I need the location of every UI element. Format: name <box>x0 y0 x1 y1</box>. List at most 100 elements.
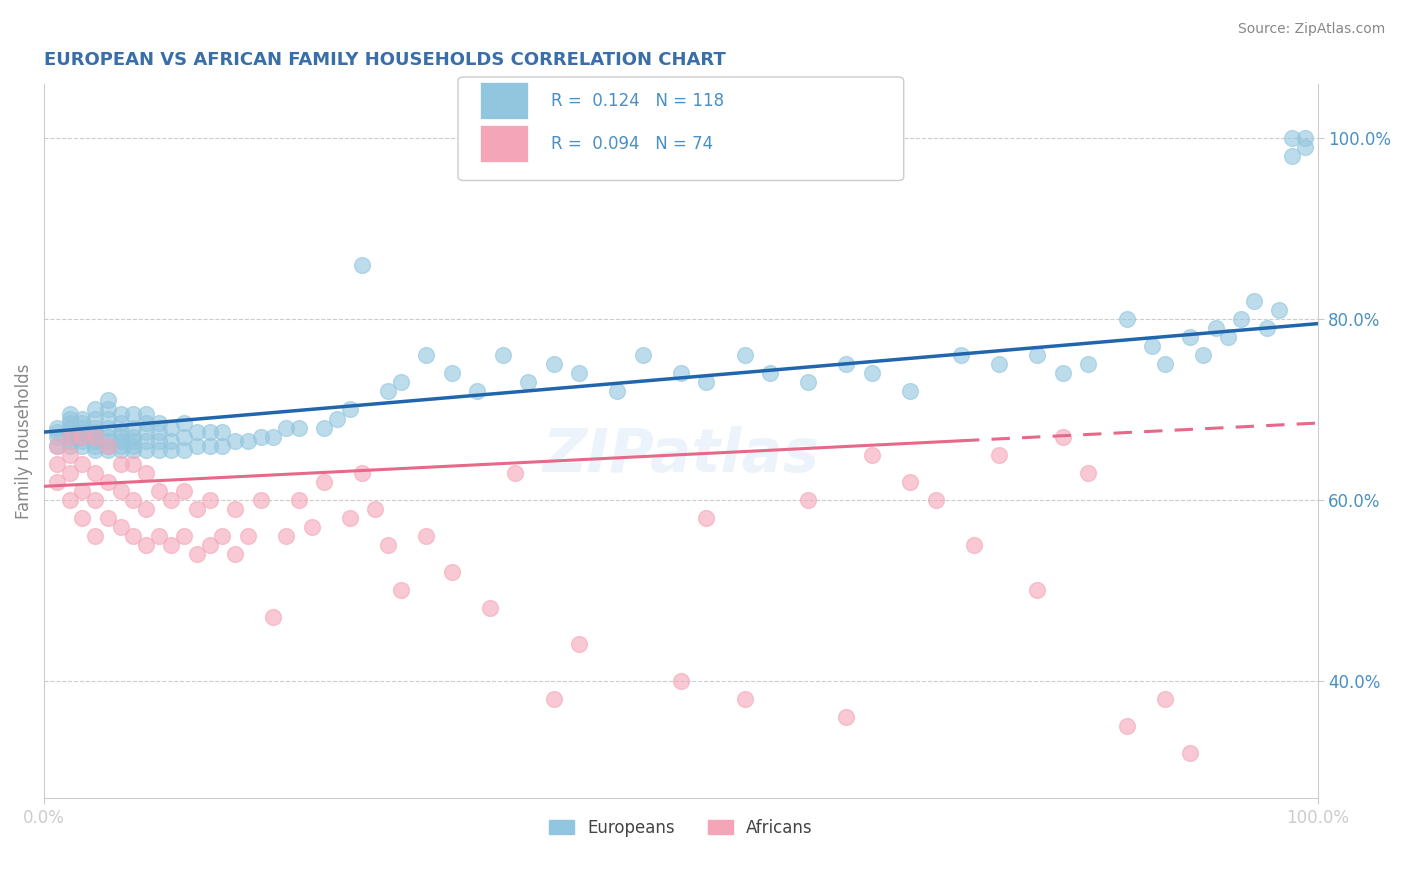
Point <box>122 429 145 443</box>
Point <box>759 367 782 381</box>
Point <box>110 434 132 449</box>
Point <box>1180 746 1202 760</box>
Point <box>236 434 259 449</box>
Point <box>84 529 107 543</box>
Point <box>122 457 145 471</box>
Point <box>1140 339 1163 353</box>
Point <box>339 402 361 417</box>
Point <box>440 565 463 579</box>
Point <box>135 443 157 458</box>
Point <box>72 429 94 443</box>
FancyBboxPatch shape <box>458 77 904 180</box>
Point <box>84 420 107 434</box>
Point <box>568 367 591 381</box>
Point <box>97 411 120 425</box>
Point <box>198 538 221 552</box>
Point <box>1026 583 1049 598</box>
Point <box>224 502 246 516</box>
Point <box>173 416 195 430</box>
Point <box>110 407 132 421</box>
Point <box>97 402 120 417</box>
Point <box>84 402 107 417</box>
Point <box>110 416 132 430</box>
Text: EUROPEAN VS AFRICAN FAMILY HOUSEHOLDS CORRELATION CHART: EUROPEAN VS AFRICAN FAMILY HOUSEHOLDS CO… <box>44 51 725 69</box>
Point <box>249 429 271 443</box>
Point <box>110 439 132 453</box>
Point <box>950 348 973 362</box>
Point <box>58 420 80 434</box>
Point <box>1243 293 1265 308</box>
Point <box>415 529 437 543</box>
Point <box>1180 330 1202 344</box>
Point <box>1077 357 1099 371</box>
Point <box>135 407 157 421</box>
Point <box>97 439 120 453</box>
Point <box>988 357 1011 371</box>
Point <box>415 348 437 362</box>
Point <box>135 416 157 430</box>
Point <box>84 443 107 458</box>
Point <box>631 348 654 362</box>
Point <box>377 384 399 399</box>
Point <box>695 376 717 390</box>
Point <box>160 538 183 552</box>
Point <box>84 466 107 480</box>
Point <box>122 492 145 507</box>
Point <box>339 511 361 525</box>
Point <box>135 425 157 439</box>
Point <box>211 439 233 453</box>
Point <box>97 439 120 453</box>
Point <box>135 466 157 480</box>
Point <box>160 420 183 434</box>
Point <box>186 439 208 453</box>
Point <box>364 502 387 516</box>
Point <box>543 691 565 706</box>
Point <box>148 425 170 439</box>
Point <box>314 420 336 434</box>
Point <box>45 439 67 453</box>
Point <box>924 492 946 507</box>
Point <box>148 529 170 543</box>
Point <box>543 357 565 371</box>
Point <box>173 443 195 458</box>
Point <box>72 483 94 498</box>
Point <box>1205 321 1227 335</box>
Point <box>669 367 692 381</box>
Point <box>122 420 145 434</box>
Point <box>97 475 120 489</box>
Point <box>45 439 67 453</box>
Point <box>97 511 120 525</box>
Point <box>352 466 374 480</box>
Point <box>110 425 132 439</box>
Legend: Europeans, Africans: Europeans, Africans <box>543 812 820 843</box>
Point <box>797 376 820 390</box>
Point <box>84 434 107 449</box>
Point <box>110 520 132 534</box>
Point <box>988 448 1011 462</box>
Point <box>122 529 145 543</box>
Point <box>734 691 756 706</box>
Point <box>465 384 488 399</box>
Point <box>110 483 132 498</box>
Point <box>835 357 858 371</box>
Point <box>198 425 221 439</box>
Point <box>963 538 986 552</box>
Point <box>160 434 183 449</box>
Point <box>262 610 284 624</box>
Point <box>122 443 145 458</box>
Point <box>606 384 628 399</box>
Point <box>1192 348 1215 362</box>
Point <box>1294 140 1316 154</box>
Text: R =  0.094   N = 74: R = 0.094 N = 74 <box>551 135 713 153</box>
Point <box>110 457 132 471</box>
Point <box>110 429 132 443</box>
Point <box>160 492 183 507</box>
Point <box>236 529 259 543</box>
Point <box>58 439 80 453</box>
Point <box>45 429 67 443</box>
Point <box>58 411 80 425</box>
Point <box>72 411 94 425</box>
Point <box>695 511 717 525</box>
Point <box>148 416 170 430</box>
Point <box>377 538 399 552</box>
